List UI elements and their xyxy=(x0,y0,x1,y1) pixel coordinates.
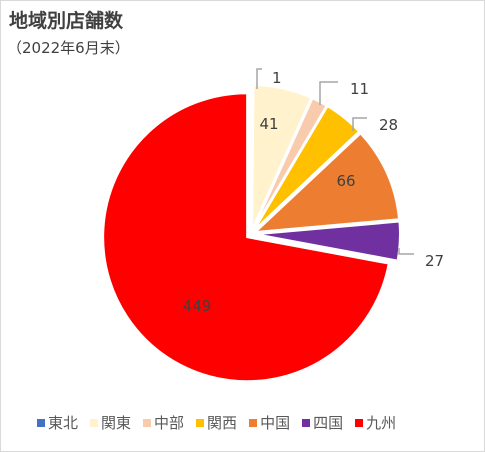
legend-swatch xyxy=(143,418,152,427)
legend-swatch xyxy=(196,418,205,427)
legend-label: 中国 xyxy=(260,414,291,432)
legend-label: 九州 xyxy=(366,414,397,432)
data-label-中国: 66 xyxy=(336,172,355,190)
pie-slice-関東 xyxy=(251,84,313,230)
legend-swatch xyxy=(355,418,364,427)
legend-item-中国: 中国 xyxy=(249,412,290,433)
data-label-東北: 1 xyxy=(272,69,282,87)
legend-swatch xyxy=(37,418,45,427)
legend-label: 四国 xyxy=(313,414,344,432)
legend-item-関西: 関西 xyxy=(196,412,237,433)
legend-swatch xyxy=(249,418,258,427)
legend-item-東北: 東北 xyxy=(37,412,78,433)
data-label-九州: 449 xyxy=(183,297,212,315)
pie-slice-関西 xyxy=(253,104,361,231)
legend-swatch xyxy=(90,418,99,427)
legend-swatch xyxy=(302,418,311,427)
data-label-関西: 28 xyxy=(379,116,398,134)
data-label-中部: 11 xyxy=(350,80,369,98)
pie-slice-四国 xyxy=(255,220,401,262)
legend-label: 関東 xyxy=(101,414,132,432)
legend: 東北 関東 中部 関西 中国 四国 九州 xyxy=(37,412,396,433)
legend-item-関東: 関東 xyxy=(90,412,131,433)
leader-line-中部 xyxy=(319,81,338,105)
pie-slice-九州 xyxy=(102,92,390,383)
pie-slice-東北 xyxy=(250,84,254,230)
data-label-関東: 41 xyxy=(259,115,278,133)
data-label-四国: 27 xyxy=(425,252,444,270)
leader-line-東北 xyxy=(256,68,262,89)
legend-item-九州: 九州 xyxy=(355,412,396,433)
leader-line-関西 xyxy=(352,117,367,131)
chart-title: 地域別店舗数 xyxy=(9,10,124,32)
legend-label: 中部 xyxy=(154,414,185,432)
legend-label: 東北 xyxy=(48,414,79,432)
leader-line-四国 xyxy=(398,248,414,255)
pie-slice-中国 xyxy=(252,131,401,234)
pie-chart: 1 41 11 28 66 27 449 xyxy=(102,68,444,383)
legend-item-中部: 中部 xyxy=(143,412,184,433)
chart-subtitle: （2022年6月末） xyxy=(7,39,130,57)
legend-item-四国: 四国 xyxy=(302,412,343,433)
legend-label: 関西 xyxy=(207,414,238,432)
